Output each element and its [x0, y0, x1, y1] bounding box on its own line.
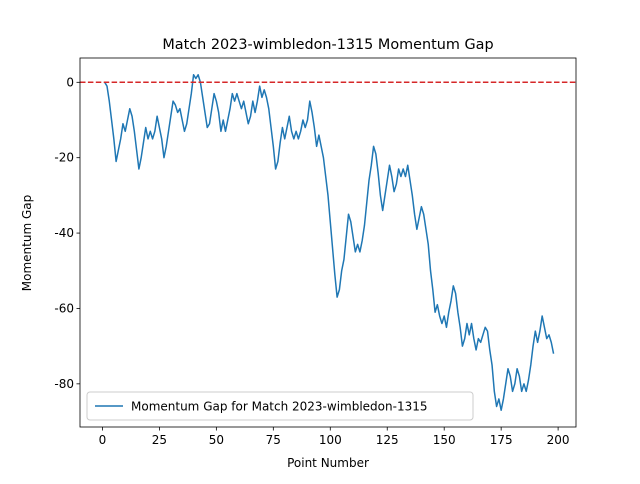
x-tick-label: 125	[376, 433, 399, 447]
plot-frame	[79, 57, 577, 428]
y-tick-label: -20	[54, 151, 74, 165]
legend-label: Momentum Gap for Match 2023-wimbledon-13…	[131, 400, 428, 414]
x-tick-label: 25	[152, 433, 167, 447]
y-tick-label: -80	[54, 377, 74, 391]
data-line	[104, 74, 555, 411]
x-axis-label: Point Number	[287, 456, 369, 470]
y-tick-label: -60	[54, 301, 74, 315]
x-tick-label: 175	[490, 433, 513, 447]
y-tick-label: 0	[66, 75, 74, 89]
x-tick-label: 50	[209, 433, 224, 447]
x-tick-label: 100	[319, 433, 342, 447]
x-tick-label: 0	[99, 433, 107, 447]
y-axis-label: Momentum Gap	[20, 195, 34, 291]
chart-title: Match 2023-wimbledon-1315 Momentum Gap	[162, 37, 493, 53]
x-tick-label: 150	[433, 433, 456, 447]
x-tick-label: 200	[547, 433, 570, 447]
x-tick-label: 75	[266, 433, 281, 447]
legend-box	[86, 391, 474, 421]
y-tick-label: -40	[54, 226, 74, 240]
